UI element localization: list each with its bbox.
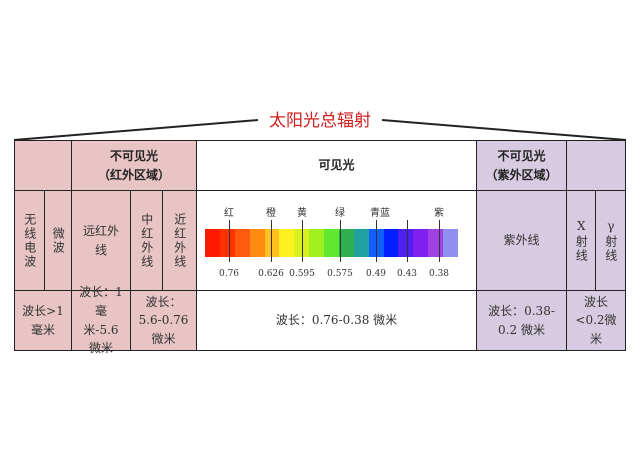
gamma-label: γ射线 <box>603 218 618 263</box>
near-ir-label: 近红外线 <box>172 212 187 269</box>
ultraviolet-header: 不可见光 （紫外区域） <box>476 140 567 191</box>
blank-header-cell-right <box>566 140 626 191</box>
spectrum-segment <box>309 229 324 257</box>
xray-gamma-wavelength: 波长<0.2微米 <box>566 290 626 351</box>
spectrum-segment <box>279 229 295 257</box>
spectrum-segment <box>383 229 399 257</box>
uv-cell: 紫外线 <box>476 190 567 291</box>
spectrum-segment <box>324 229 339 257</box>
far-ir-wavelength: 波长：1毫米-5.6微米 <box>71 285 131 355</box>
spectrum-segment <box>428 229 443 257</box>
visible-header: 可见光 <box>196 140 477 191</box>
diagram-title: 太阳光总辐射 <box>269 111 371 131</box>
spectrum-segment <box>294 229 310 257</box>
gamma-cell: γ射线 <box>595 190 626 291</box>
infrared-header-line1: 不可见光 <box>109 148 158 163</box>
xray-cell: X射线 <box>566 190 596 291</box>
spectrum-segment <box>443 229 458 257</box>
xray-label: X射线 <box>574 218 589 263</box>
uv-header-line1: 不可见光 <box>497 148 546 163</box>
visible-wavelength: 波长：0.76-0.38 微米 <box>196 290 477 351</box>
radio-micro-wavelength: 波长>1毫米 <box>14 290 72 351</box>
spectrum-segment <box>234 229 250 257</box>
mid-ir-label: 中红外线 <box>139 212 154 269</box>
radio-wave-label: 无线电波 <box>22 212 37 269</box>
far-ir-cell: 远红外线 <box>71 190 131 291</box>
microwave-label: 微波 <box>51 226 66 255</box>
spectrum-segment <box>368 229 384 257</box>
microwave-cell: 微波 <box>44 190 72 291</box>
mid-ir-cell: 中红外线 <box>130 190 163 291</box>
blank-header-cell <box>14 140 72 191</box>
spectrum-segment <box>219 229 235 257</box>
spectrum-segment <box>353 229 369 257</box>
spectrum-segment <box>338 229 354 257</box>
spectrum-segment <box>205 229 220 257</box>
spectrum-segment <box>264 229 280 257</box>
uv-wavelength: 波长：0.38-0.2 微米 <box>476 290 567 351</box>
infrared-header: 不可见光 （红外区域） <box>71 140 197 191</box>
spectrum-bar <box>205 229 458 257</box>
radio-wave-cell: 无线电波 <box>14 190 45 291</box>
uv-header-line2: （紫外区域） <box>485 167 558 182</box>
near-ir-cell: 近红外线 <box>162 190 197 291</box>
mid-near-ir-wavelength: 波长：5.6-0.76微米 <box>130 290 197 351</box>
spectrum-segment <box>398 229 414 257</box>
spectrum-segment <box>413 229 429 257</box>
infrared-header-line2: （红外区域） <box>97 167 170 182</box>
spectrum-segment <box>249 229 265 257</box>
